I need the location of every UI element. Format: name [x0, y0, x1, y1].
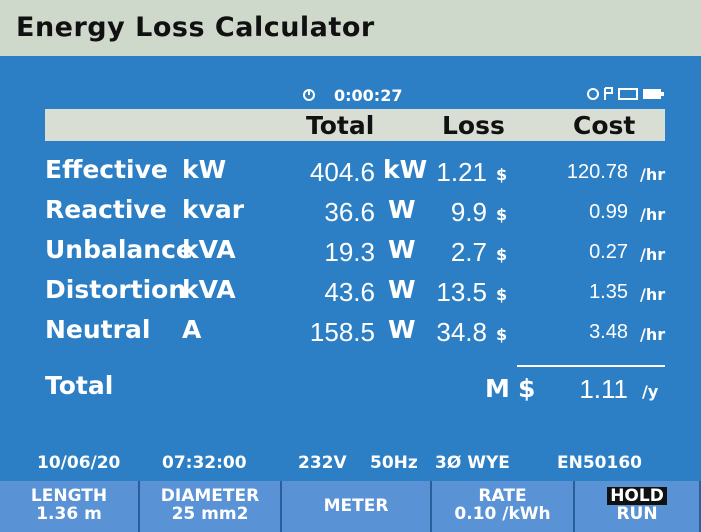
row-total-unit: kW [383, 155, 428, 184]
row-total: 36.6 [324, 197, 375, 227]
row-label: Unbalance [45, 235, 193, 264]
row-loss: 2.7 [450, 237, 487, 267]
row-total-unit: W [388, 235, 416, 264]
softkey-label: METER [323, 496, 389, 516]
column-header: Loss [442, 111, 505, 140]
row-loss: 9.9 [450, 197, 487, 227]
row-currency: $ [496, 205, 508, 224]
total-rule [517, 365, 665, 367]
total-value: 1.11 [579, 374, 628, 404]
frequency: 50Hz [370, 453, 418, 473]
row-total-unit: W [388, 275, 416, 304]
row-cost-unit: /hr [640, 285, 666, 304]
total-prefix: M [485, 374, 510, 403]
voltage: 232V [298, 453, 347, 473]
row-label: Neutral [45, 315, 151, 344]
total-label: Total [45, 371, 114, 400]
status-icons [587, 87, 664, 100]
row-unit: kVA [182, 235, 236, 264]
softkey-label: LENGTH [30, 486, 108, 506]
clock: 07:32:00 [162, 453, 247, 473]
row-unit: kVA [182, 275, 236, 304]
row-loss: 1.21 [436, 157, 487, 187]
column-header: Total [306, 111, 375, 140]
row-cost: 120.78 [566, 161, 628, 183]
row-total: 43.6 [324, 277, 375, 307]
row-currency: $ [496, 325, 508, 344]
softkey-label: RATE [478, 486, 527, 506]
row-cost-unit: /hr [640, 205, 666, 224]
row-loss: 34.8 [436, 317, 487, 347]
row-cost: 3.48 [589, 321, 628, 343]
row-total-unit: W [388, 315, 416, 344]
row-label: Reactive [45, 195, 167, 224]
wiring-config: 3Ø WYE [435, 453, 510, 473]
softkey-value: 25 mm2 [171, 504, 249, 524]
row-cost: 0.27 [589, 241, 628, 263]
total-unit: /y [642, 382, 659, 401]
row-cost-unit: /hr [640, 325, 666, 344]
row-unit: kvar [182, 195, 245, 224]
row-currency: $ [496, 285, 508, 304]
standard: EN50160 [557, 453, 642, 473]
row-currency: $ [496, 165, 508, 184]
total-currency: $ [518, 374, 536, 403]
row-loss: 13.5 [436, 277, 487, 307]
header-bar [45, 109, 665, 141]
softkey-label: HOLD [607, 487, 667, 505]
row-cost: 0.99 [589, 201, 628, 223]
row-unit: kW [182, 155, 227, 184]
row-total: 19.3 [324, 237, 375, 267]
softkey[interactable]: DIAMETER 25 mm2 [140, 481, 282, 532]
softkey-value: 1.36 m [36, 504, 102, 524]
softkey[interactable]: HOLD RUN [575, 481, 701, 532]
row-total: 404.6 [309, 157, 375, 187]
softkey[interactable]: LENGTH 1.36 m [0, 481, 140, 532]
row-label: Effective [45, 155, 168, 184]
timer-icon [303, 89, 315, 101]
softkey-value: RUN [616, 504, 658, 524]
row-currency: $ [496, 245, 508, 264]
title: Energy Loss Calculator [16, 12, 375, 43]
row-total-unit: W [388, 195, 416, 224]
softkey[interactable]: RATE 0.10 /kWh [432, 481, 575, 532]
title-bar: Energy Loss Calculator [0, 0, 701, 56]
row-cost: 1.35 [589, 281, 628, 303]
softkey-label: DIAMETER [160, 486, 260, 506]
row-total: 158.5 [309, 317, 375, 347]
date: 10/06/20 [37, 453, 121, 473]
row-label: Distortion [45, 275, 187, 304]
elapsed-time: 0:00:27 [334, 86, 403, 105]
softkey-value: 0.10 /kWh [454, 504, 551, 524]
row-cost-unit: /hr [640, 245, 666, 264]
row-unit: A [182, 315, 202, 344]
softkey[interactable]: METER [282, 481, 432, 532]
row-cost-unit: /hr [640, 165, 666, 184]
column-header: Cost [573, 111, 636, 140]
